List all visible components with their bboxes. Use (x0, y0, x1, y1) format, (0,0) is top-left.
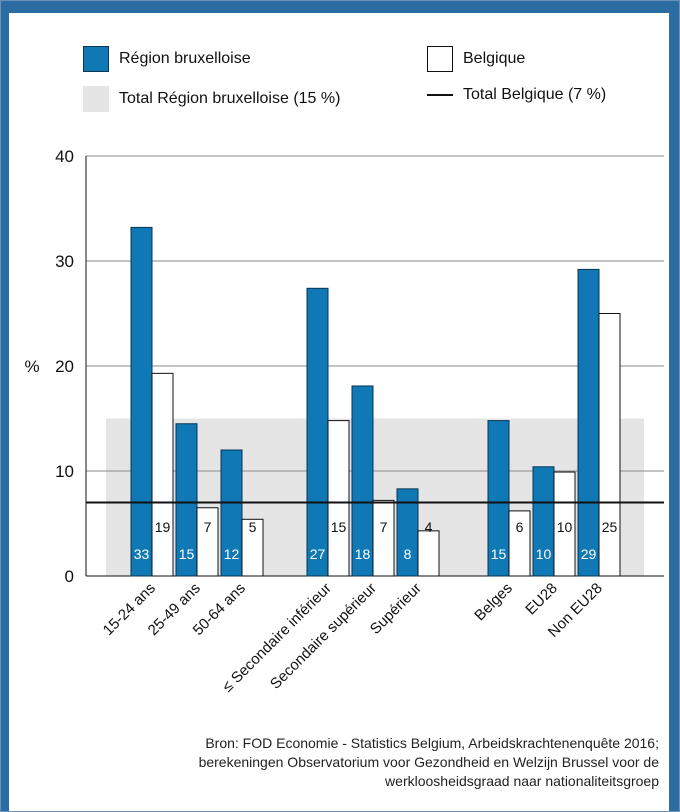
data-label-region: 10 (536, 546, 552, 562)
bar-belgique (417, 530, 440, 577)
legend-item-total-region: Total Région bruxelloise (15 %) (83, 86, 340, 112)
data-label-region: 12 (224, 546, 240, 562)
legend-item-total-belgique: Total Belgique (7 %) (427, 86, 606, 104)
data-label-region: 29 (581, 546, 597, 562)
data-label-region: 18 (355, 546, 371, 562)
bar-region (175, 423, 198, 577)
data-label-region: 15 (179, 546, 195, 562)
left-border-band (1, 1, 9, 811)
bar-region (220, 449, 243, 577)
y-tick-label: 30 (55, 252, 74, 271)
data-label-region: 15 (491, 546, 507, 562)
legend-swatch-region (83, 46, 109, 72)
legend-swatch-belgique (427, 46, 453, 72)
bar-region (130, 226, 153, 577)
data-label-belgique: 7 (380, 519, 388, 535)
bar-belgique (151, 372, 174, 577)
y-axis-label: % (24, 357, 39, 376)
right-border-band (669, 1, 679, 811)
data-label-region: 33 (134, 546, 150, 562)
header-band (1, 1, 679, 13)
bar-region (351, 385, 374, 577)
bar-belgique (327, 420, 350, 577)
bar-belgique (372, 499, 395, 577)
y-tick-label: 40 (55, 147, 74, 166)
bar-chart: 010203040%331915712527151878415610102925… (24, 147, 664, 696)
x-tick-label: Belges (471, 580, 515, 624)
bar-region (577, 268, 600, 577)
bar-region (487, 420, 510, 577)
bar-belgique (553, 471, 576, 577)
bar-belgique (508, 510, 531, 577)
bar-belgique (241, 518, 264, 577)
legend-label-belgique: Belgique (463, 50, 526, 67)
source-note: Bron: FOD Economie - Statistics Belgium,… (198, 735, 659, 789)
data-label-belgique: 7 (204, 519, 212, 535)
data-label-region: 8 (404, 546, 412, 562)
data-label-belgique: 19 (155, 519, 171, 535)
legend-label-total-belgique: Total Belgique (7 %) (463, 86, 607, 103)
bar-region (306, 287, 329, 577)
legend-swatch-total-region (83, 86, 109, 112)
data-label-belgique: 15 (331, 519, 347, 535)
data-label-belgique: 25 (602, 519, 618, 535)
bar-belgique (196, 507, 219, 577)
y-tick-label: 10 (55, 462, 74, 481)
legend-label-region: Région bruxelloise (119, 50, 251, 67)
y-tick-label: 20 (55, 357, 74, 376)
y-tick-label: 0 (65, 567, 74, 586)
data-label-belgique: 10 (557, 519, 573, 535)
x-tick-label: EU28 (522, 580, 561, 619)
legend-label-total-region: Total Région bruxelloise (15 %) (119, 90, 341, 107)
data-label-belgique: 4 (425, 519, 433, 535)
data-label-belgique: 5 (249, 519, 257, 535)
legend-item-region: Région bruxelloise (83, 46, 251, 72)
data-label-region: 27 (310, 546, 326, 562)
data-label-belgique: 6 (516, 519, 524, 535)
bar-belgique (598, 313, 621, 577)
legend-swatch-total-belgique (427, 94, 453, 96)
legend-item-belgique: Belgique (427, 46, 525, 72)
